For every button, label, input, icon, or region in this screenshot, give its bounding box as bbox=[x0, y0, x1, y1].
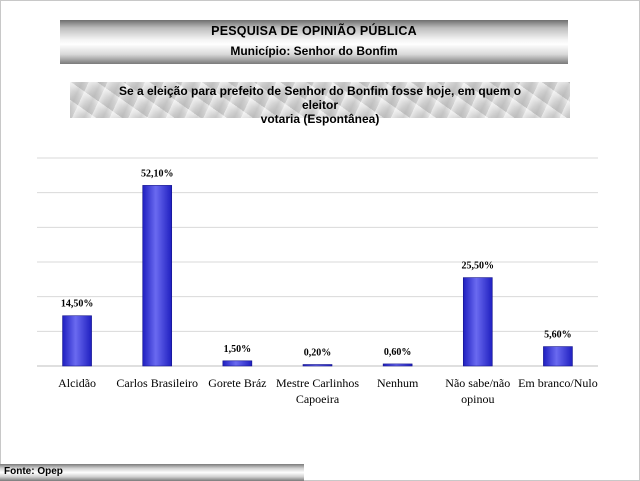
data-label: 0,20% bbox=[304, 348, 332, 359]
bar bbox=[302, 364, 333, 367]
category-tick-label: Nenhum bbox=[377, 376, 419, 390]
data-label: 52,10% bbox=[141, 168, 174, 179]
category-tick-label: Alcidão bbox=[58, 376, 96, 390]
category-tick-label: Não sabe/não bbox=[445, 376, 510, 390]
category-tick-label: Gorete Bráz bbox=[208, 376, 266, 390]
bar bbox=[543, 346, 573, 367]
category-tick-label: opinou bbox=[461, 392, 494, 406]
survey-title: PESQUISA DE OPINIÃO PÚBLICA bbox=[211, 24, 417, 38]
question-line-2: votaria (Espontânea) bbox=[260, 112, 380, 126]
data-label: 1,50% bbox=[224, 344, 252, 355]
bar bbox=[222, 360, 253, 367]
municipality-label: Município: Senhor do Bonfim bbox=[230, 44, 398, 58]
category-tick-label: Mestre Carlinhos bbox=[276, 376, 359, 390]
category-tick-label: Carlos Brasileiro bbox=[116, 376, 198, 390]
data-label: 5,60% bbox=[544, 330, 572, 341]
source-label: Fonte: Opep bbox=[4, 466, 63, 477]
bar bbox=[382, 363, 413, 367]
data-label: 0,60% bbox=[384, 347, 412, 358]
bar bbox=[142, 185, 173, 367]
question-box: Se a eleição para prefeito de Senhor do … bbox=[70, 82, 570, 126]
bar bbox=[62, 315, 92, 367]
bar bbox=[462, 277, 493, 367]
category-tick-label: Capoeira bbox=[296, 392, 340, 406]
data-label: 25,50% bbox=[462, 261, 495, 272]
question-line-1: Se a eleição para prefeito de Senhor do … bbox=[118, 84, 522, 112]
footer-bar: Fonte: Opep bbox=[0, 464, 304, 481]
survey-header: PESQUISA DE OPINIÃO PÚBLICA Município: S… bbox=[60, 20, 568, 64]
data-label: 14,50% bbox=[61, 299, 94, 310]
category-tick-label: Em branco/Nulo bbox=[518, 376, 598, 390]
